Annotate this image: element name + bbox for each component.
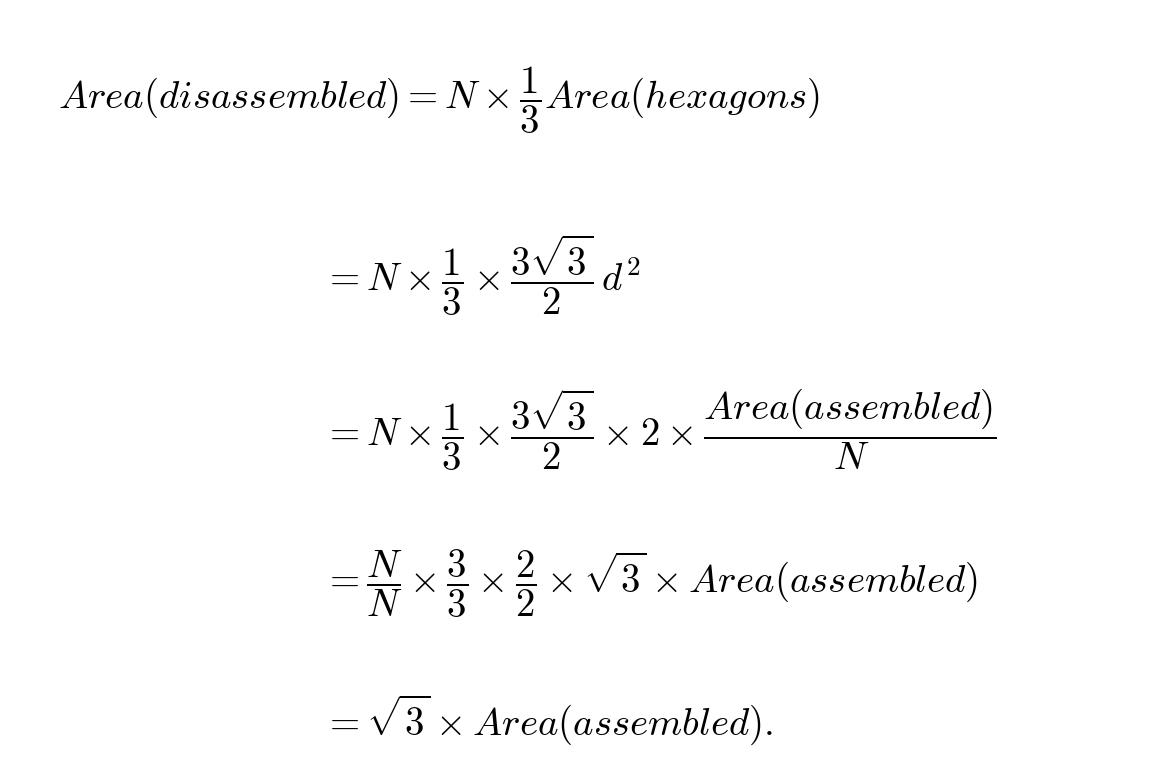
- Text: $= \dfrac{N}{N} \times \dfrac{3}{3} \times \dfrac{2}{2} \times \sqrt{3} \times \: $= \dfrac{N}{N} \times \dfrac{3}{3} \tim…: [323, 548, 978, 621]
- Text: $= \sqrt{3} \times \mathit{Area(assembled)}.$: $= \sqrt{3} \times \mathit{Area(assemble…: [323, 693, 774, 747]
- Text: $= N \times \dfrac{1}{3} \times \dfrac{3\sqrt{3}}{2} \times 2 \times \dfrac{\mat: $= N \times \dfrac{1}{3} \times \dfrac{3…: [323, 386, 997, 473]
- Text: $\mathit{Area(disassembled)} = N \times \dfrac{1}{3}\mathit{Area(hexagons)}$: $\mathit{Area(disassembled)} = N \times …: [58, 65, 820, 136]
- Text: $= N \times \dfrac{1}{3} \times \dfrac{3\sqrt{3}}{2}\,d^2$: $= N \times \dfrac{1}{3} \times \dfrac{3…: [323, 232, 641, 317]
